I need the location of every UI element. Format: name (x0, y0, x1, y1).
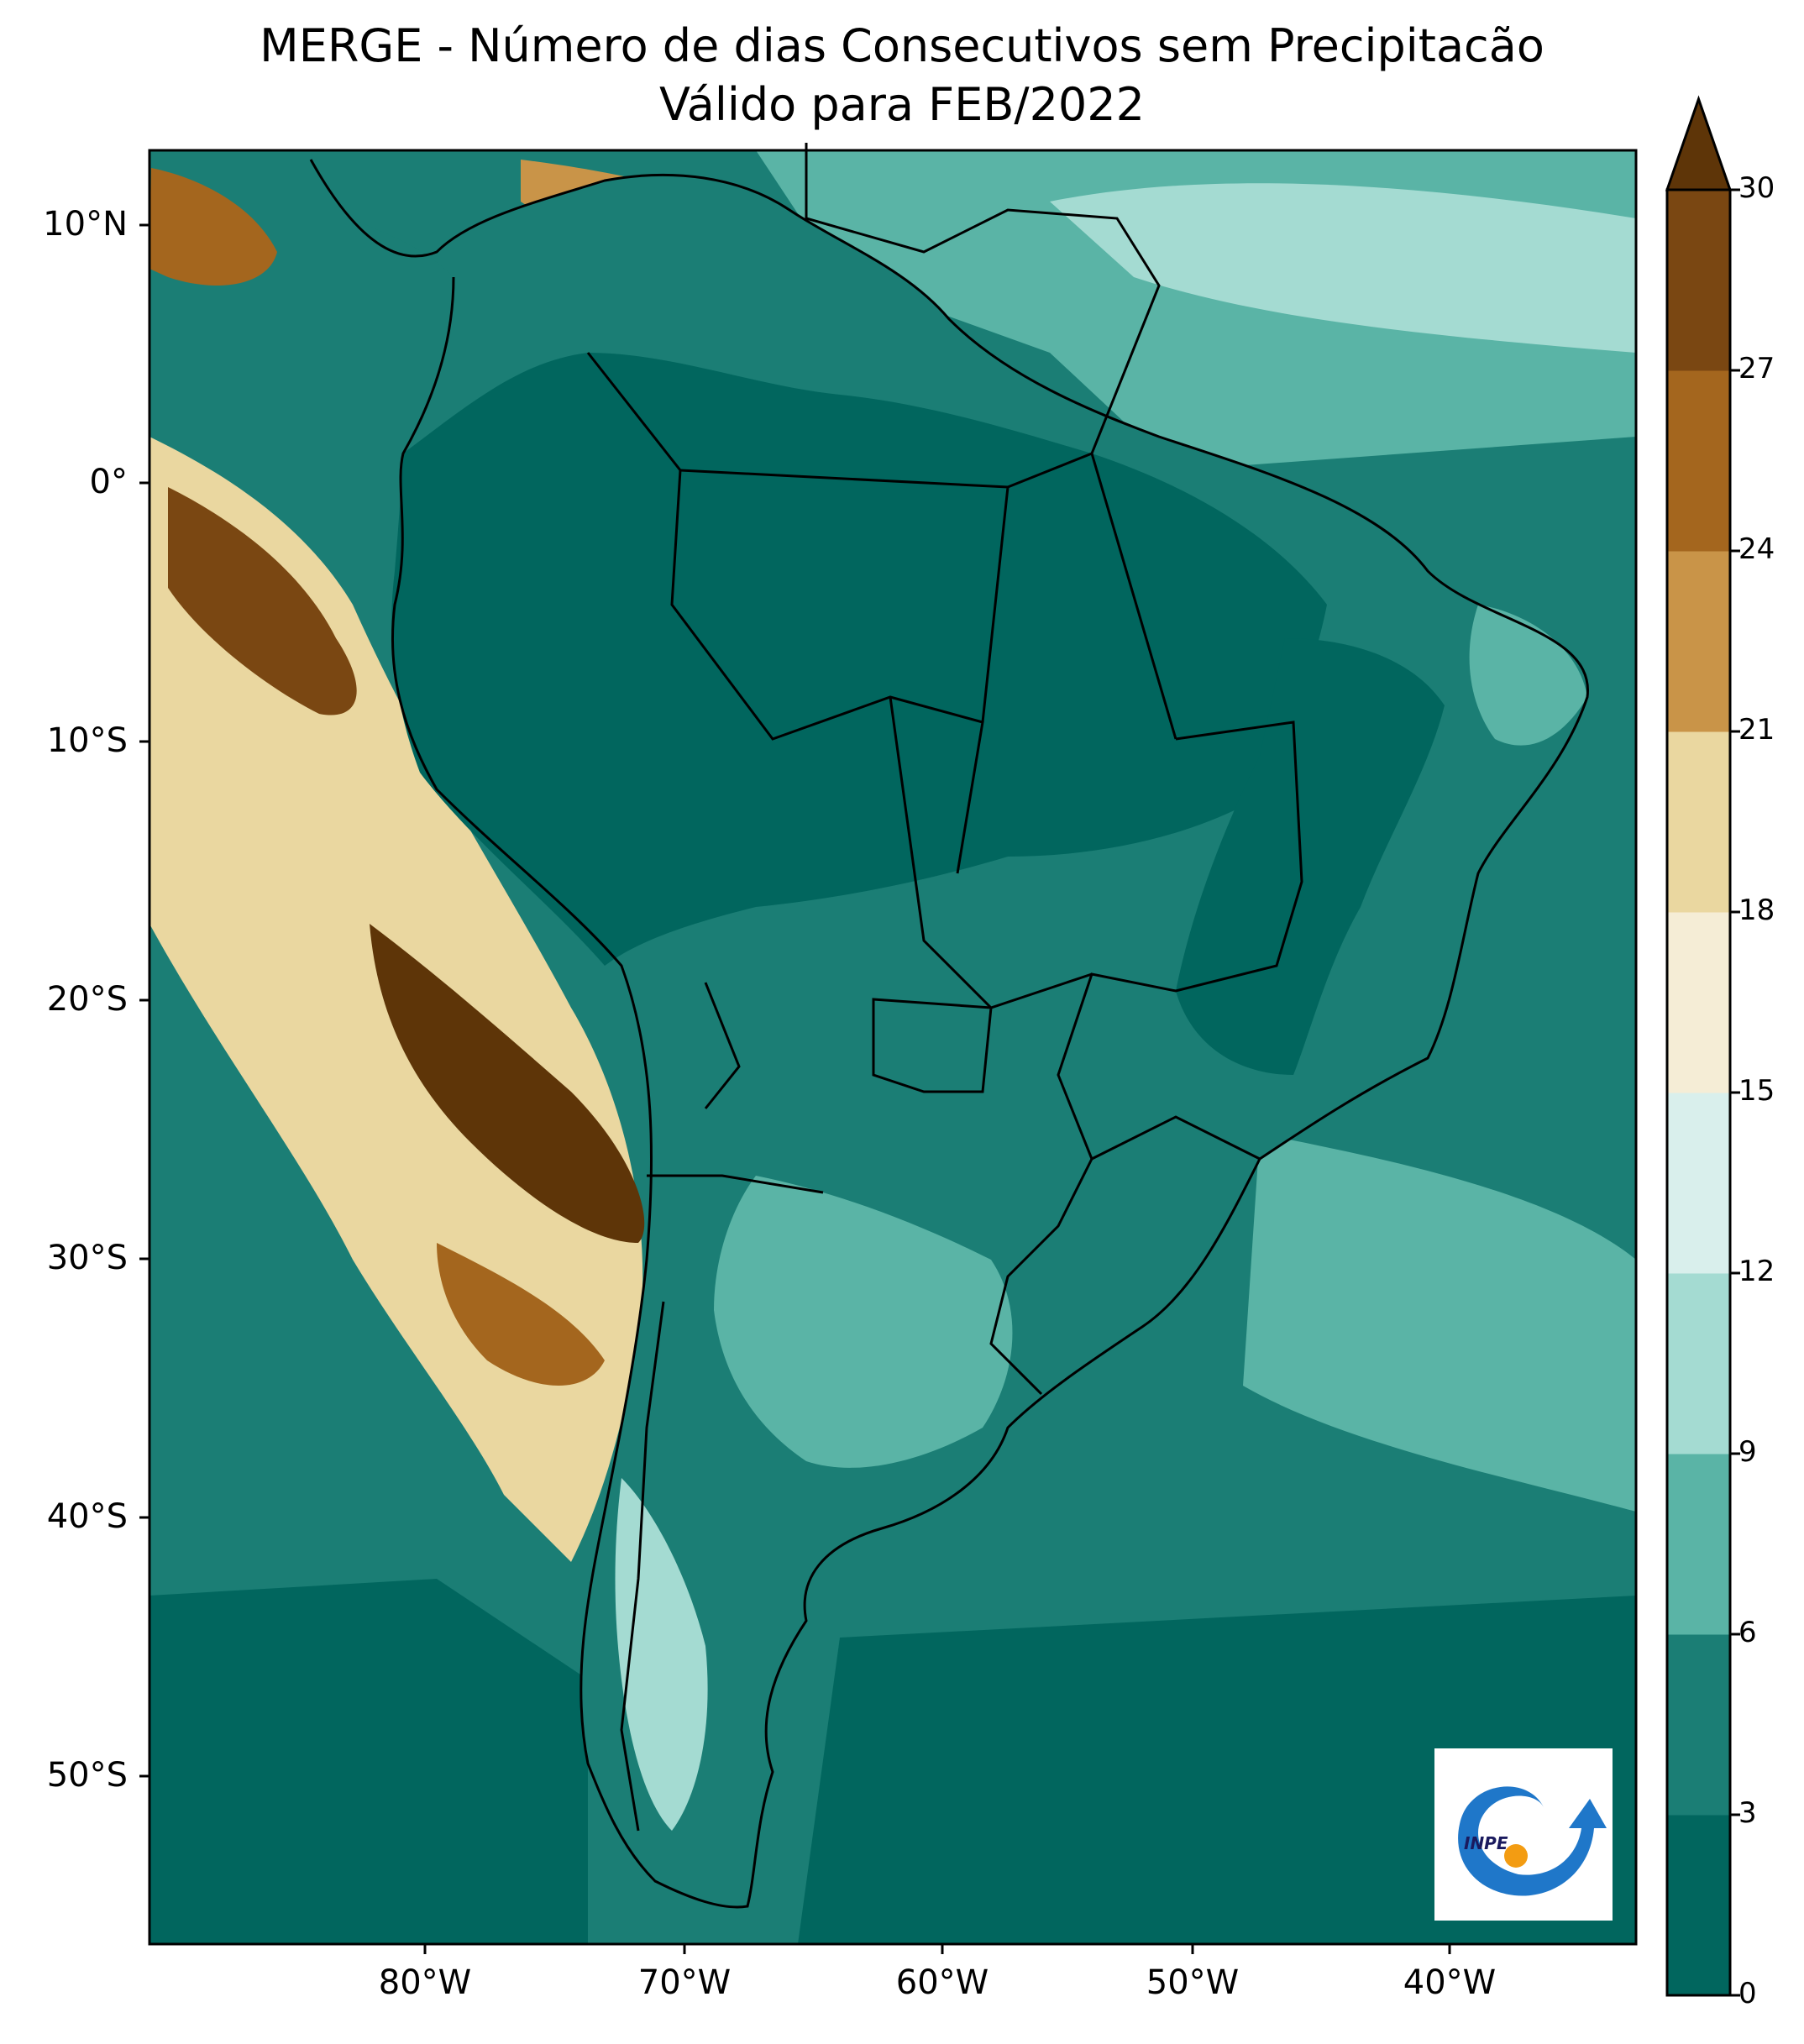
lon-label-50w: 50°W (1146, 1963, 1240, 2002)
lon-label-70w: 70°W (637, 1963, 732, 2002)
colorbar-tick-label: 15 (1738, 1074, 1775, 1108)
lat-label-20s: 20°S (46, 980, 128, 1019)
map-title: MERGE - Número de dias Consecutivos sem … (260, 19, 1544, 72)
lat-label-10n: 10°N (43, 205, 128, 244)
colorbar-band-2 (1667, 1454, 1730, 1635)
colorbar-band-7 (1667, 551, 1730, 732)
axis-ticks (139, 223, 1451, 1954)
lat-label-0: 0° (89, 463, 128, 501)
colorbar-extend-arrow (1665, 95, 1733, 191)
lat-label-50s: 50°S (46, 1756, 128, 1795)
dry-patch-atacama (370, 924, 645, 1243)
colorbar-band-5 (1667, 912, 1730, 1093)
map-subtitle: Válido para FEB/2022 (659, 78, 1145, 131)
colorbar-tick-label: 18 (1738, 894, 1775, 927)
colorbar-tick-label: 27 (1738, 352, 1775, 385)
southeast-wet-patch (1176, 638, 1445, 1075)
logo-swoosh-icon (1458, 1786, 1607, 1896)
border-chile-argentina (620, 1301, 665, 1832)
colorbar-tick-label: 12 (1738, 1255, 1775, 1288)
colorbar-band-8 (1667, 370, 1730, 552)
lon-label-60w: 60°W (895, 1963, 989, 2002)
lat-label-40s: 40°S (46, 1497, 128, 1536)
colorbar-tick-label: 3 (1738, 1796, 1757, 1830)
colorbar-band-3 (1667, 1273, 1730, 1454)
colorbar-band-9 (1667, 190, 1730, 371)
colorbar-band-4 (1667, 1093, 1730, 1274)
border-states-center (1057, 721, 1303, 1161)
dry-patch-equatorial (168, 487, 357, 715)
colorbar-band-1 (1667, 1634, 1730, 1816)
colorbar-band-6 (1667, 731, 1730, 913)
lat-label-30s: 30°S (46, 1239, 128, 1277)
dry-patch-caribbean-west (149, 168, 277, 286)
coastline (309, 159, 1589, 1909)
colorbar-tick-label: 9 (1738, 1435, 1757, 1469)
borders (309, 143, 1589, 1909)
border-guianas (805, 143, 1161, 454)
colorbar-tick-label: 24 (1738, 532, 1775, 566)
ocean-band-south-atlantic (1243, 1134, 1636, 1512)
colorbar (1665, 95, 1740, 1997)
border-states-north (679, 452, 1177, 1009)
colorbar-band-0 (1667, 1815, 1730, 1996)
map-fields (149, 150, 1636, 1944)
lat-label-10s: 10°S (46, 721, 128, 760)
ocean-band-south-pacific (149, 1579, 588, 1944)
dry-patch-central-chile (437, 1243, 605, 1386)
pampas-patch (714, 1176, 1013, 1468)
logo-sun-icon (1504, 1844, 1528, 1868)
logo-text: INPE (1464, 1833, 1508, 1853)
colorbar-tick-label: 30 (1738, 171, 1775, 205)
northeast-coast-patch (1469, 605, 1587, 746)
lon-label-80w: 80°W (378, 1963, 472, 2002)
colorbar-tick-label: 21 (1738, 713, 1775, 747)
colorbar-tick-label: 6 (1738, 1616, 1757, 1649)
ocean-band-light (1050, 183, 1636, 353)
inpe-logo: INPE (1434, 1748, 1613, 1921)
map-frame (148, 149, 1638, 1946)
lon-label-40w: 40°W (1403, 1963, 1497, 2002)
border-southern-cone (647, 982, 1093, 1396)
border-paraguay (872, 998, 993, 1093)
amazon-wet-core (391, 353, 1327, 966)
colorbar-tick-label: 0 (1738, 1977, 1757, 2010)
ocean-band-far-south (798, 1596, 1636, 1944)
